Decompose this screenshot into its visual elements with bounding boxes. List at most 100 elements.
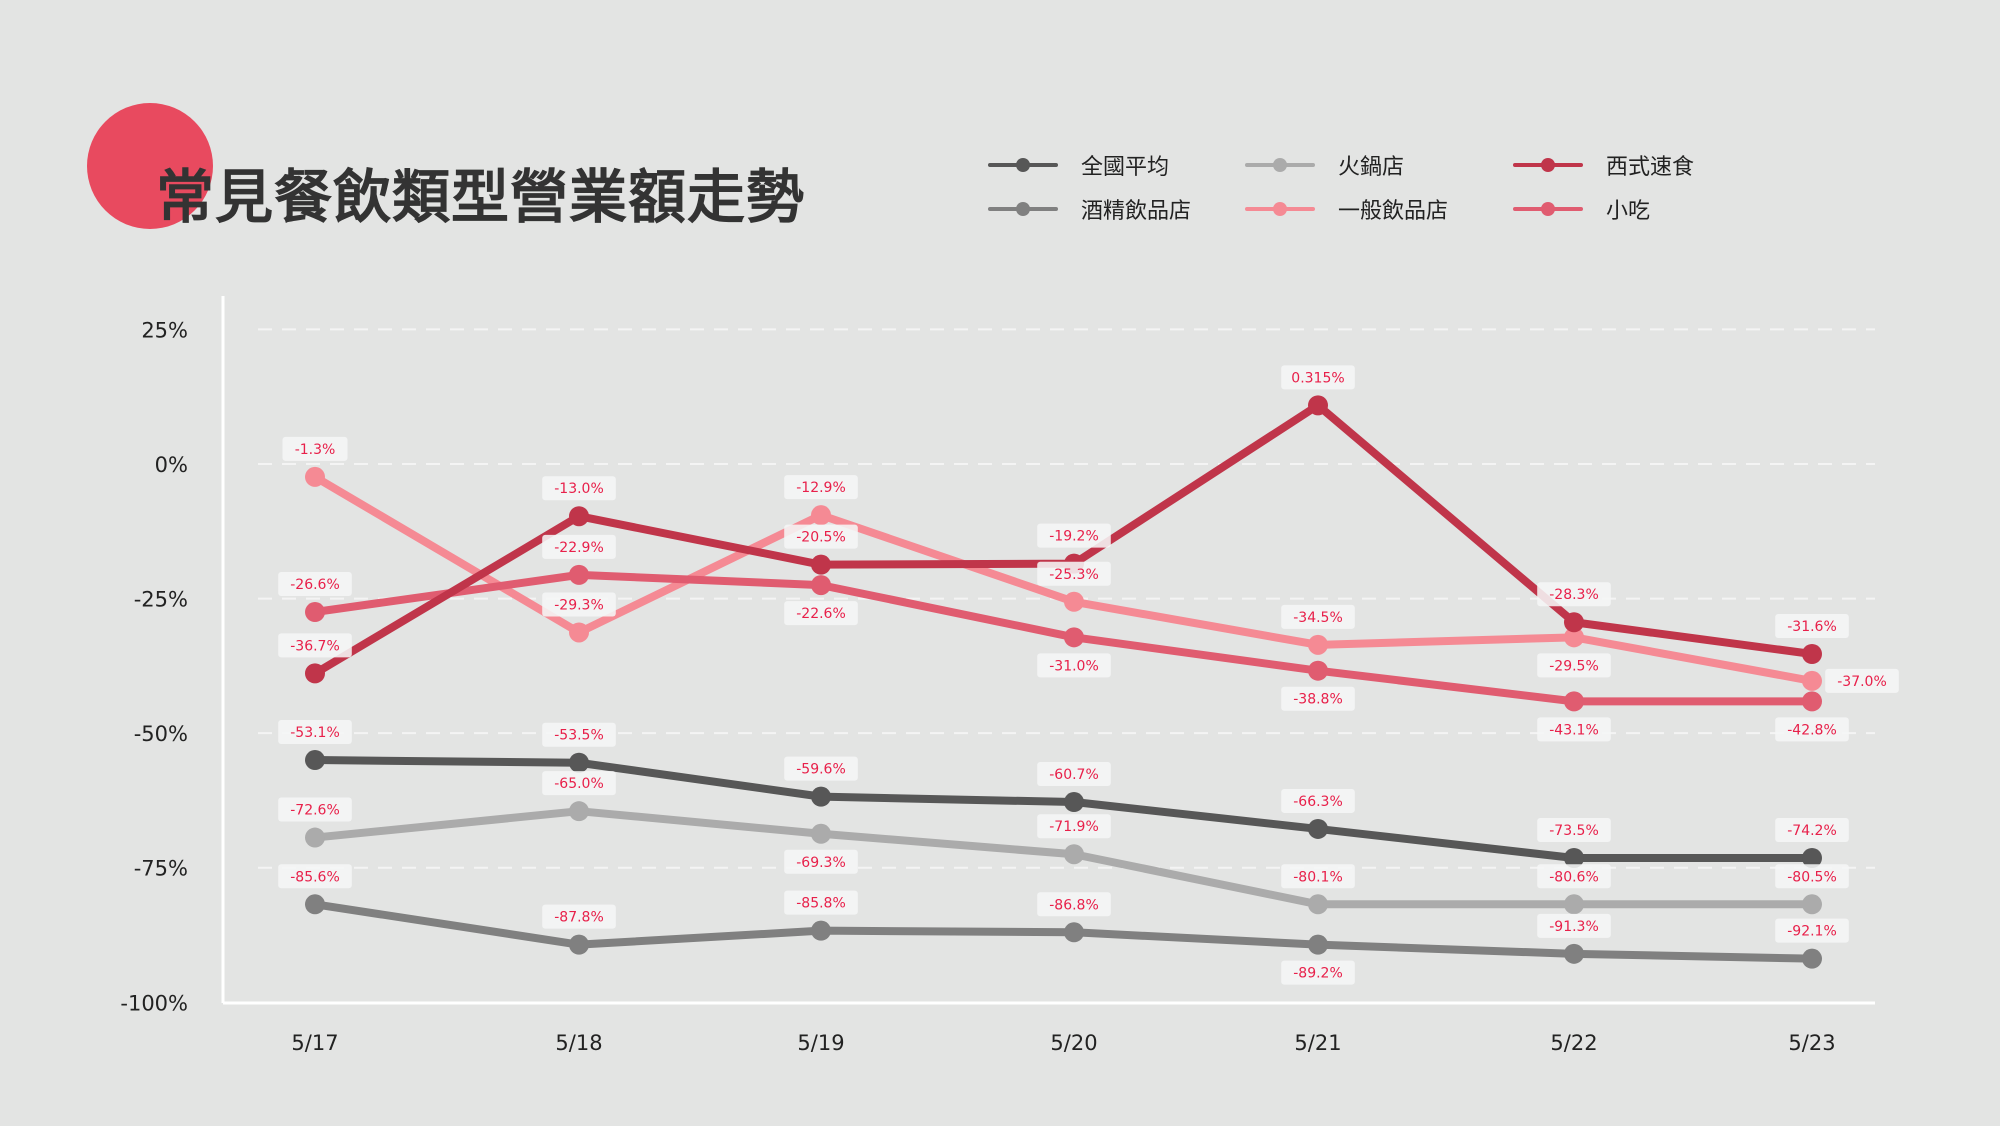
data-point (305, 602, 325, 623)
legend-line-marker-icon (988, 150, 1058, 180)
data-label-box (278, 633, 352, 658)
data-label: -80.6% (1537, 864, 1611, 889)
data-label: -72.6% (278, 797, 352, 822)
data-point (1308, 395, 1328, 416)
data-label-box (1281, 788, 1355, 813)
data-point (569, 564, 589, 585)
data-point (1564, 627, 1584, 648)
data-label: -19.2% (1037, 523, 1111, 548)
data-point (1308, 934, 1328, 955)
data-label-text: -29.5% (1549, 658, 1599, 674)
data-label-box (784, 756, 858, 781)
data-label-box (784, 524, 858, 549)
legend-line-marker-icon (1245, 150, 1315, 180)
data-label-box (1537, 653, 1611, 678)
data-label-text: -22.6% (796, 606, 846, 622)
data-label-box (542, 904, 616, 929)
x-tick-label: 5/20 (1050, 1031, 1097, 1055)
data-point (1564, 691, 1584, 712)
data-label: -25.3% (1037, 561, 1111, 586)
data-label: -85.6% (278, 864, 352, 889)
data-point (1308, 818, 1328, 839)
data-point (1802, 894, 1822, 915)
data-point (305, 663, 325, 684)
data-label-text: -91.3% (1549, 919, 1599, 935)
data-point (569, 622, 589, 643)
data-point (1564, 894, 1584, 915)
data-label-box (282, 436, 348, 461)
data-label-box (784, 849, 858, 874)
data-label: -87.8% (542, 904, 616, 929)
data-label-box (784, 890, 858, 915)
data-label: 0.315% (1281, 365, 1355, 390)
legend-item: 小吃 (1513, 194, 1713, 224)
data-label: -53.1% (278, 720, 352, 745)
data-label-text: -13.0% (554, 481, 604, 497)
data-point (1064, 591, 1084, 612)
data-label-text: -22.9% (554, 540, 604, 556)
data-label: -53.5% (542, 722, 616, 747)
data-label-box (1037, 814, 1111, 839)
data-label-box (1537, 818, 1611, 843)
data-point (811, 505, 831, 526)
data-point (1064, 844, 1084, 865)
data-label-box (1037, 892, 1111, 917)
legend-label: 火鍋店 (1338, 155, 1405, 180)
y-tick-label: -75% (134, 857, 188, 881)
data-label-box (278, 797, 352, 822)
series-酒精飲品店 (305, 894, 1822, 969)
data-point (569, 506, 589, 527)
data-point (1064, 922, 1084, 943)
data-point (569, 801, 589, 822)
data-label: -60.7% (1037, 762, 1111, 787)
data-label: -31.0% (1037, 653, 1111, 678)
data-point (305, 827, 325, 848)
data-label-text: -59.6% (796, 762, 846, 778)
data-label: -65.0% (542, 771, 616, 796)
data-label-box (542, 592, 616, 617)
data-label-text: -69.3% (796, 855, 846, 871)
data-label: -29.3% (542, 592, 616, 617)
data-label-box (1281, 864, 1355, 889)
data-label-text: -86.8% (1049, 897, 1099, 913)
data-label-text: -89.2% (1293, 966, 1343, 982)
data-label-box (1537, 717, 1611, 742)
data-point (1308, 634, 1328, 655)
data-point (305, 750, 325, 771)
data-point (1802, 644, 1822, 665)
data-label-box (1037, 561, 1111, 586)
data-label-box (278, 572, 352, 597)
data-label: -29.5% (1537, 653, 1611, 678)
data-label-text: -60.7% (1049, 767, 1099, 783)
data-label-box (1775, 918, 1849, 943)
data-label-text: -38.8% (1293, 692, 1343, 708)
data-label-box (784, 475, 858, 500)
data-label: -89.2% (1281, 960, 1355, 985)
data-label-text: -87.8% (554, 910, 604, 926)
data-label-text: -66.3% (1293, 794, 1343, 810)
x-tick-label: 5/18 (555, 1031, 602, 1055)
data-point (1308, 660, 1328, 681)
data-label: -12.9% (784, 475, 858, 500)
y-tick-label: 25% (141, 318, 188, 342)
data-point (1802, 948, 1822, 969)
data-label-box (1537, 913, 1611, 938)
legend-item: 火鍋店 (1245, 150, 1513, 180)
legend-label: 一般飲品店 (1338, 199, 1449, 224)
data-label: -66.3% (1281, 788, 1355, 813)
data-label-box (1037, 523, 1111, 548)
data-label-text: -31.6% (1787, 619, 1837, 635)
data-label-text: -31.0% (1049, 658, 1099, 674)
data-point (1064, 627, 1084, 648)
legend-item: 酒精飲品店 (988, 194, 1245, 224)
data-label-text: -73.5% (1549, 823, 1599, 839)
data-label-box (1037, 653, 1111, 678)
y-tick-label: -100% (120, 991, 188, 1015)
data-label-text: -80.1% (1293, 869, 1343, 885)
data-label-text: -72.6% (290, 803, 340, 819)
data-label-box (542, 722, 616, 747)
data-label-text: -28.3% (1549, 587, 1599, 603)
data-label-box (1281, 686, 1355, 711)
data-label: -38.8% (1281, 686, 1355, 711)
data-label-box (1775, 614, 1849, 639)
